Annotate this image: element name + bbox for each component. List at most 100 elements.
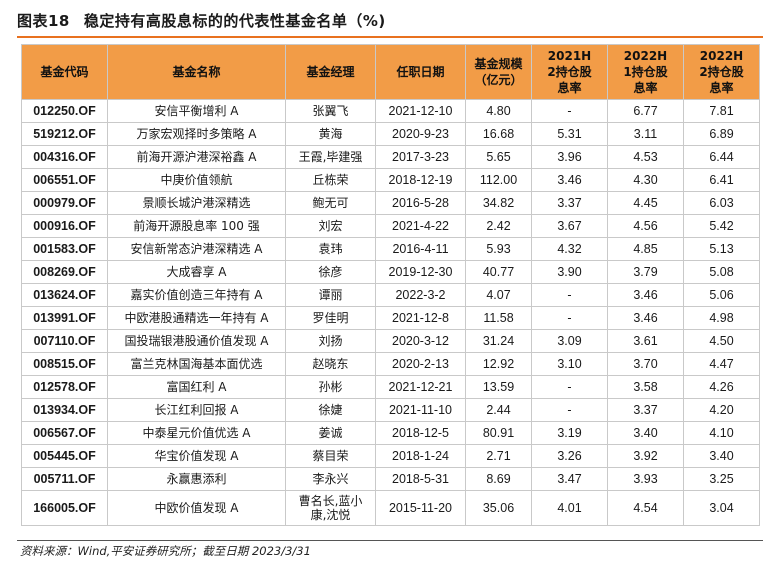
yield-2022h2-cell: 6.41: [683, 168, 760, 192]
source-rule: [17, 540, 763, 541]
column-header: 基金代码: [21, 44, 108, 100]
column-header: 2022H2持仓股息率: [683, 44, 760, 100]
start-date-cell: 2016-5-28: [375, 191, 466, 215]
figure-title: 图表18 稳定持有高股息标的的代表性基金名单（%): [17, 8, 763, 34]
yield-2022h1-cell: 3.79: [607, 260, 684, 284]
yield-2021h2-cell: 3.10: [531, 352, 608, 376]
fund-code-cell: 006567.OF: [21, 421, 108, 445]
fund-manager-cell: 王霞,毕建强: [285, 145, 376, 169]
yield-2022h2-cell: 5.13: [683, 237, 760, 261]
fund-code-cell: 000979.OF: [21, 191, 108, 215]
yield-2021h2-cell: 3.67: [531, 214, 608, 238]
fund-name-cell: 中庚价值领航: [107, 168, 286, 192]
yield-2022h2-cell: 5.06: [683, 283, 760, 307]
start-date-cell: 2018-5-31: [375, 467, 466, 491]
fund-code-cell: 007110.OF: [21, 329, 108, 353]
fund-table: 基金代码 基金名称 基金经理 任职日期 基金规模（亿元） 2021H2持仓股息率 2022H…: [21, 44, 760, 526]
yield-2022h1-cell: 4.53: [607, 145, 684, 169]
fund-name-cell: 富国红利 A: [107, 375, 286, 399]
yield-2021h2-cell: 3.46: [531, 168, 608, 192]
fund-size-cell: 2.42: [465, 214, 532, 238]
fund-size-cell: 112.00: [465, 168, 532, 192]
yield-2022h1-cell: 4.30: [607, 168, 684, 192]
fund-size-cell: 40.77: [465, 260, 532, 284]
fund-manager-cell: 孙彬: [285, 375, 376, 399]
fund-code-cell: 006551.OF: [21, 168, 108, 192]
table-row: 000916.OF 前海开源股息率 100 强刘宏 2021-4-22 2.42 3.6…: [21, 214, 760, 238]
fund-code-cell: 004316.OF: [21, 145, 108, 169]
table-row: 001583.OF 安信新常态沪港深精选 A 袁玮 2016-4-11 5.93 4.32…: [21, 237, 760, 261]
column-header: 基金经理: [285, 44, 376, 100]
fund-name-cell: 国投瑞银港股通价值发现 A: [107, 329, 286, 353]
fund-code-cell: 001583.OF: [21, 237, 108, 261]
fund-size-cell: 31.24: [465, 329, 532, 353]
start-date-cell: 2021-12-10: [375, 99, 466, 123]
fund-name-cell: 中欧港股通精选一年持有 A: [107, 306, 286, 330]
fund-manager-cell: 谭丽: [285, 283, 376, 307]
fund-size-cell: 4.80: [465, 99, 532, 123]
start-date-cell: 2021-12-8: [375, 306, 466, 330]
fund-size-cell: 2.71: [465, 444, 532, 468]
yield-2022h1-cell: 3.58: [607, 375, 684, 399]
yield-2022h2-cell: 4.47: [683, 352, 760, 376]
fund-manager-cell: 徐彦: [285, 260, 376, 284]
fund-manager-cell: 姜诚: [285, 421, 376, 445]
fund-code-cell: 008515.OF: [21, 352, 108, 376]
fund-manager-cell: 丘栋荣: [285, 168, 376, 192]
table-row: 013934.OF 长江红利回报 A 徐婕 2021-11-10 2.44-3.37 4.…: [21, 398, 760, 422]
start-date-cell: 2017-3-23: [375, 145, 466, 169]
column-header: 基金规模（亿元）: [465, 44, 532, 100]
yield-2021h2-cell: 3.26: [531, 444, 608, 468]
yield-2021h2-cell: 3.37: [531, 191, 608, 215]
fund-size-cell: 34.82: [465, 191, 532, 215]
fund-name-cell: 万家宏观择时多策略 A: [107, 122, 286, 146]
start-date-cell: 2019-12-30: [375, 260, 466, 284]
fund-manager-cell: 刘宏: [285, 214, 376, 238]
fund-size-cell: 2.44: [465, 398, 532, 422]
fund-code-cell: 012250.OF: [21, 99, 108, 123]
yield-2021h2-cell: 3.90: [531, 260, 608, 284]
yield-2022h1-cell: 6.77: [607, 99, 684, 123]
fund-size-cell: 35.06: [465, 490, 532, 526]
column-header: 基金名称: [107, 44, 286, 100]
fund-code-cell: 012578.OF: [21, 375, 108, 399]
yield-2022h2-cell: 4.20: [683, 398, 760, 422]
yield-2022h1-cell: 3.70: [607, 352, 684, 376]
yield-2022h2-cell: 4.50: [683, 329, 760, 353]
yield-2022h2-cell: 3.04: [683, 490, 760, 526]
fund-name-cell: 富兰克林国海基本面优选: [107, 352, 286, 376]
table-row: 006567.OF 中泰星元价值优选 A 姜诚 2018-12-5 80.91 3.19 3…: [21, 421, 760, 445]
table-row: 004316.OF 前海开源沪港深裕鑫 A 王霞,毕建强 2017-3-23 5.65 3…: [21, 145, 760, 169]
yield-2021h2-cell: 3.47: [531, 467, 608, 491]
fund-manager-cell: 刘扬: [285, 329, 376, 353]
fund-size-cell: 5.93: [465, 237, 532, 261]
fund-size-cell: 4.07: [465, 283, 532, 307]
yield-2022h2-cell: 3.25: [683, 467, 760, 491]
fund-manager-cell: 袁玮: [285, 237, 376, 261]
fund-manager-cell: 李永兴: [285, 467, 376, 491]
fund-name-cell: 安信新常态沪港深精选 A: [107, 237, 286, 261]
yield-2022h1-cell: 3.93: [607, 467, 684, 491]
figure-title-text: 稳定持有高股息标的的代表性基金名单（%): [83, 12, 386, 30]
start-date-cell: 2020-9-23: [375, 122, 466, 146]
table-row: 007110.OF 国投瑞银港股通价值发现 A 刘扬 2020-3-12 31.24 3.…: [21, 329, 760, 353]
fund-name-cell: 前海开源沪港深裕鑫 A: [107, 145, 286, 169]
fund-code-cell: 519212.OF: [21, 122, 108, 146]
yield-2022h2-cell: 7.81: [683, 99, 760, 123]
table-header-row: 基金代码 基金名称 基金经理 任职日期 基金规模（亿元） 2021H2持仓股息率 2022H…: [21, 44, 760, 100]
table-row: 000979.OF 景顺长城沪港深精选 鲍无可 2016-5-28 34.82 3.37 4…: [21, 191, 760, 215]
fund-name-cell: 长江红利回报 A: [107, 398, 286, 422]
fund-size-cell: 80.91: [465, 421, 532, 445]
table-row: 005711.OF 永赢惠添利 李永兴 2018-5-31 8.69 3.47 3.93 3.…: [21, 467, 760, 491]
fund-manager-cell: 罗佳明: [285, 306, 376, 330]
yield-2022h2-cell: 4.10: [683, 421, 760, 445]
yield-2021h2-cell: -: [531, 398, 608, 422]
yield-2022h1-cell: 3.46: [607, 306, 684, 330]
start-date-cell: 2016-4-11: [375, 237, 466, 261]
fund-code-cell: 000916.OF: [21, 214, 108, 238]
column-header: 2021H2持仓股息率: [531, 44, 608, 100]
yield-2021h2-cell: 4.32: [531, 237, 608, 261]
start-date-cell: 2018-12-19: [375, 168, 466, 192]
table-row: 012250.OF 安信平衡增利 A 张翼飞 2021-12-10 4.80-6.77 7…: [21, 99, 760, 123]
yield-2022h2-cell: 4.98: [683, 306, 760, 330]
